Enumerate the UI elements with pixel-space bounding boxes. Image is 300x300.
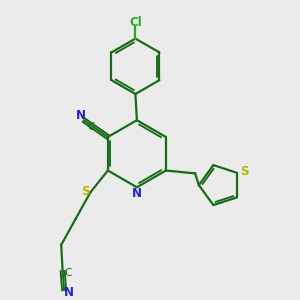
Text: N: N bbox=[76, 109, 86, 122]
Text: S: S bbox=[81, 185, 89, 198]
Text: N: N bbox=[64, 286, 74, 299]
Text: Cl: Cl bbox=[129, 16, 142, 29]
Text: C: C bbox=[88, 122, 95, 132]
Text: S: S bbox=[240, 165, 248, 178]
Text: N: N bbox=[132, 187, 142, 200]
Text: C: C bbox=[64, 268, 72, 278]
